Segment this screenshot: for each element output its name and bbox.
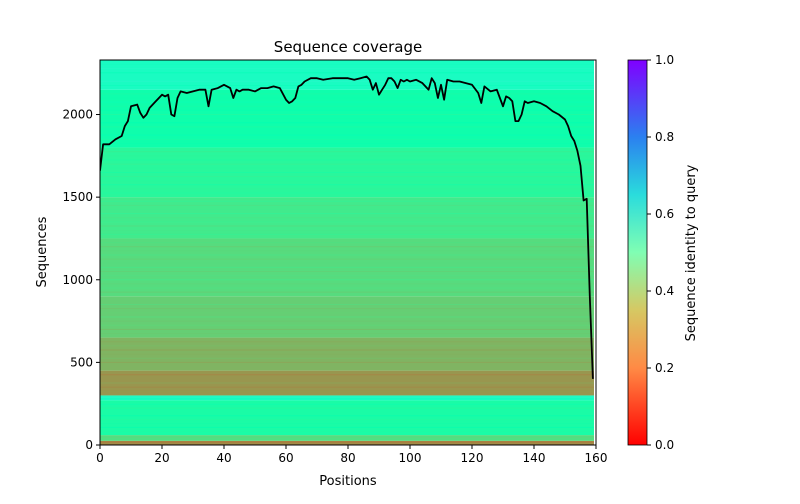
x-tick-label: 120 (461, 451, 484, 465)
coverage-line-layer (100, 75, 594, 379)
colorbar (627, 59, 648, 446)
x-tick-label: 80 (340, 451, 355, 465)
y-axis-label: Sequences (35, 216, 50, 287)
colorbar-tick-label: 0.4 (655, 284, 674, 298)
colorbar-label: Sequence identity to query (684, 164, 699, 341)
y-tick-label: 0 (85, 438, 93, 452)
colorbar-tick-label: 0.8 (655, 130, 674, 144)
colorbar-tick-label: 1.0 (655, 53, 674, 67)
identity-heatmap (100, 60, 594, 445)
x-tick-label: 0 (96, 451, 104, 465)
colorbar-tick-label: 0.0 (655, 438, 674, 452)
y-tick-label: 500 (70, 355, 93, 369)
identity-band-2 (100, 400, 594, 436)
identity-band-1 (100, 435, 594, 441)
x-tick-label: 60 (278, 451, 293, 465)
y-tick-label: 1000 (62, 273, 93, 287)
y-axis: 0 500 1000 1500 2000 (62, 108, 100, 452)
colorbar-tick-label: 0.6 (655, 207, 674, 221)
x-tick-label: 20 (154, 451, 169, 465)
x-axis-label: Positions (319, 474, 377, 489)
identity-band-0 (100, 440, 594, 445)
x-tick-label: 140 (523, 451, 546, 465)
coverage-line (100, 75, 594, 379)
x-tick-label: 40 (216, 451, 231, 465)
identity-band-3 (100, 395, 594, 401)
x-tick-label: 160 (585, 451, 608, 465)
y-tick-label: 2000 (62, 108, 93, 122)
colorbar-tick-label: 0.2 (655, 361, 674, 375)
x-tick-label: 100 (399, 451, 422, 465)
y-tick-label: 1500 (62, 190, 93, 204)
chart-title: Sequence coverage (274, 38, 422, 56)
x-axis: 0 20 40 60 80 100 120 140 160 (96, 445, 607, 465)
colorbar-ticks: 0.0 0.2 0.4 0.6 0.8 1.0 (647, 53, 674, 452)
identity-band-11 (100, 60, 594, 90)
